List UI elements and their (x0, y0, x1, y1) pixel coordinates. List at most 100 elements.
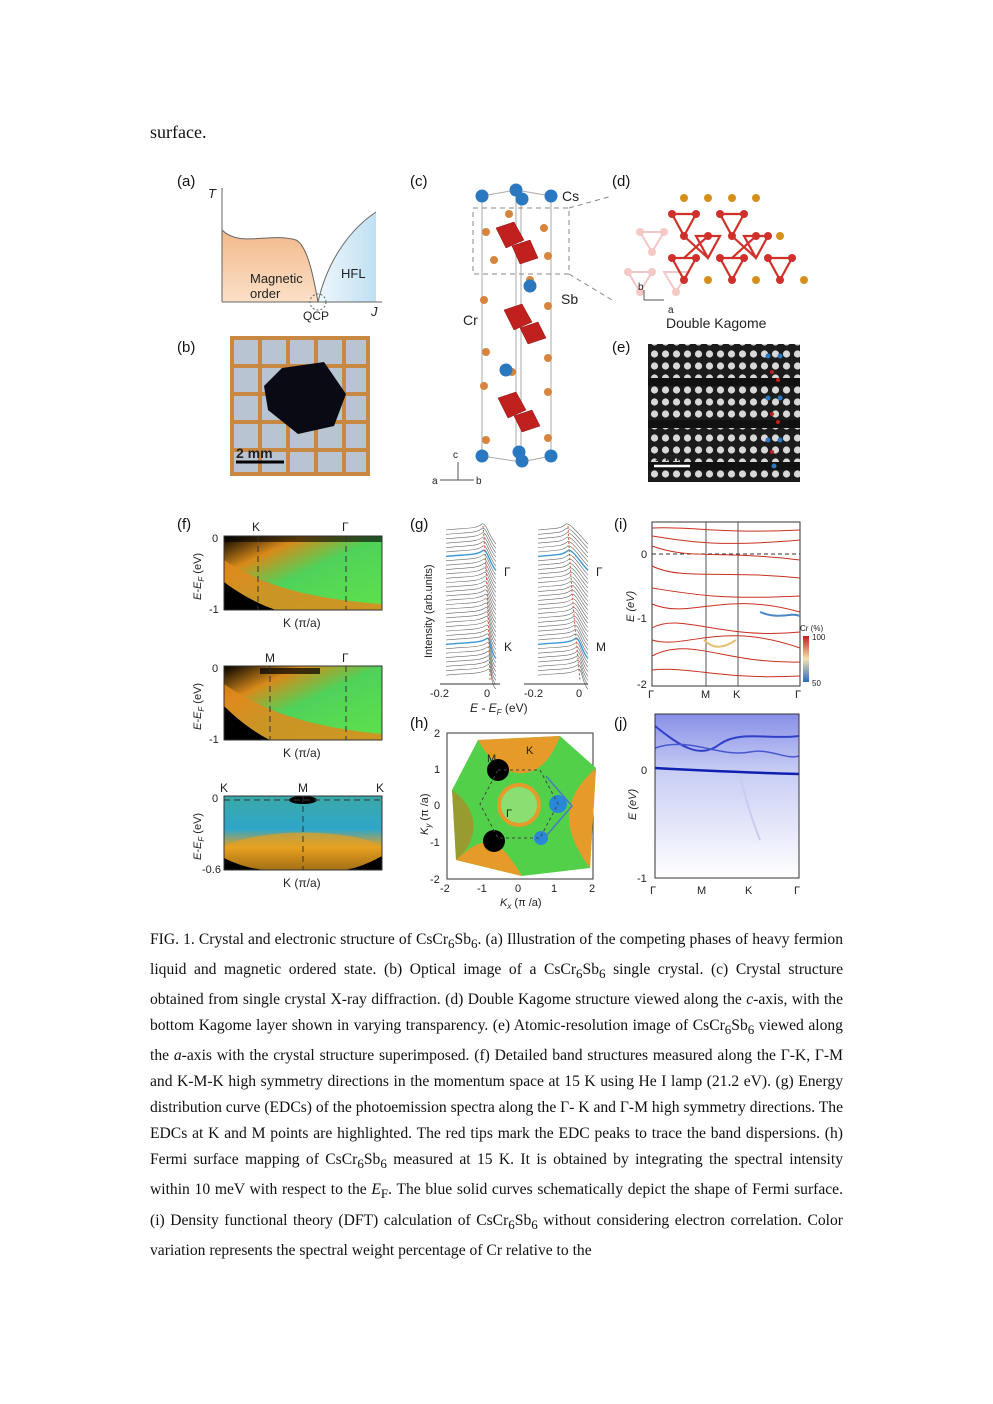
i-xt0: Γ (648, 689, 654, 701)
edc-curve (445, 620, 497, 642)
j-yt1: -1 (637, 873, 647, 885)
cbar-min: 50 (812, 679, 821, 688)
i-yt0: 0 (641, 549, 647, 561)
figure-caption: FIG. 1. Crystal and electronic structure… (150, 931, 843, 1259)
panel-j-label: (j) (614, 715, 627, 732)
f1-tick1: -1 (209, 604, 219, 616)
edc-curve (537, 558, 589, 580)
edc-curve (445, 589, 497, 611)
edc-curve (537, 611, 589, 633)
panel-h-label: (h) (410, 715, 428, 732)
edc-curve (445, 651, 497, 672)
cbar-max: 100 (812, 633, 826, 642)
edc-stack-gamma-m (537, 523, 589, 690)
j-xt1: M (697, 885, 706, 897)
h-yt2: 0 (434, 800, 440, 812)
panel-b: (b) 2 mm (177, 336, 370, 476)
h-yt0: 2 (434, 728, 440, 740)
edc-curve (537, 536, 589, 558)
edc-curve (537, 532, 589, 554)
h-xt3: 1 (551, 883, 557, 895)
j-yt0: 0 (641, 765, 647, 777)
t-axis-label: T (208, 186, 217, 201)
edc-curve (537, 563, 589, 584)
edc-curve (445, 572, 497, 593)
edc-curve (537, 572, 589, 593)
edc-curve (537, 554, 589, 576)
g-tk1: -0.2 (430, 688, 449, 700)
edc-curve (537, 655, 589, 677)
edc-curve (445, 576, 497, 598)
edc-curve (445, 611, 497, 633)
edc-curve (445, 607, 497, 628)
edc-curve (445, 594, 497, 615)
edc-curve (537, 624, 589, 646)
panel-j: (j) 0 -1 Γ M K Γ E (eV) (614, 713, 800, 897)
f2-xlabel: K (π/a) (283, 746, 321, 760)
g-l4: M (596, 640, 606, 654)
axis-c: c (453, 450, 458, 461)
edc-curve (445, 633, 497, 655)
edc-curve (537, 567, 589, 589)
edc-curve (445, 523, 497, 545)
edc-curve (445, 580, 497, 602)
panel-c: (c) Cs Sb Cr c a b (410, 173, 613, 487)
qcp-label: QCP (303, 309, 329, 323)
edc-curve (537, 646, 589, 668)
edc-curve (537, 642, 589, 664)
edc-curve (537, 660, 589, 681)
edc-curve (445, 585, 497, 606)
panel-a-label: (a) (177, 173, 195, 190)
order-label: order (250, 286, 281, 301)
axis-a-d: a (668, 305, 674, 316)
lead-text: surface. (150, 122, 207, 142)
f3-tick1: -0.6 (202, 864, 221, 876)
edc-curve (537, 651, 589, 672)
edc-curve (445, 668, 497, 690)
edc-curve (445, 536, 497, 558)
panel-a: (a) T J Magnetic order HFL QCP (177, 173, 382, 323)
f1-xlabel: K (π/a) (283, 616, 321, 630)
j-ylabel: E (eV) (627, 788, 639, 820)
i-xt1: M (701, 689, 710, 701)
edc-curve (445, 655, 497, 677)
f2-g-label: Γ (342, 651, 349, 665)
panel-d-label: (d) (612, 173, 630, 190)
edc-curve (537, 545, 589, 567)
sb-label: Sb (561, 291, 578, 307)
panel-h: (h) M K Γ 2 1 0 -1 -2 -2 -1 0 1 2 Ky (π … (410, 715, 596, 911)
g-tk2: 0 (484, 688, 490, 700)
f1-k-label: K (252, 520, 260, 534)
edc-curve (445, 637, 497, 659)
i-xt2: K (733, 689, 741, 701)
f3-ylabel: E-EF (eV) (192, 813, 206, 860)
edc-curve (445, 549, 497, 571)
edc-curve (445, 629, 497, 650)
f2-m-label: M (265, 651, 275, 665)
edc-curve (445, 616, 497, 637)
panel-g: (g) Intensity (arb.units) Γ K Γ M -0.2 0… (410, 516, 606, 717)
panel-c-label: (c) (410, 173, 428, 190)
g-l1: Γ (504, 565, 511, 579)
cbar-title: Cr (%) (800, 624, 823, 633)
h-xt2: 0 (515, 883, 521, 895)
edc-curve (537, 528, 589, 549)
double-kagome-title: Double Kagome (666, 315, 767, 331)
panel-i: (i) Cr (%) 100 50 0 -1 -2 Γ M K Γ E (eV) (614, 516, 826, 701)
panel-e-label: (e) (612, 339, 630, 356)
edc-curve (537, 668, 589, 690)
f1-g-label: Γ (342, 520, 349, 534)
axis-b: b (476, 476, 482, 487)
panel-f-label: (f) (177, 516, 191, 533)
h-yt3: -1 (430, 837, 440, 849)
h-xt4: 2 (589, 883, 595, 895)
edc-curve (537, 549, 589, 571)
edc-curve (445, 563, 497, 584)
edc-curve (537, 637, 589, 659)
edc-curve (445, 642, 497, 664)
edc-curve (537, 585, 589, 606)
edc-curve (445, 567, 497, 589)
spectral-function (655, 714, 799, 878)
f3-k2-label: K (376, 781, 384, 795)
